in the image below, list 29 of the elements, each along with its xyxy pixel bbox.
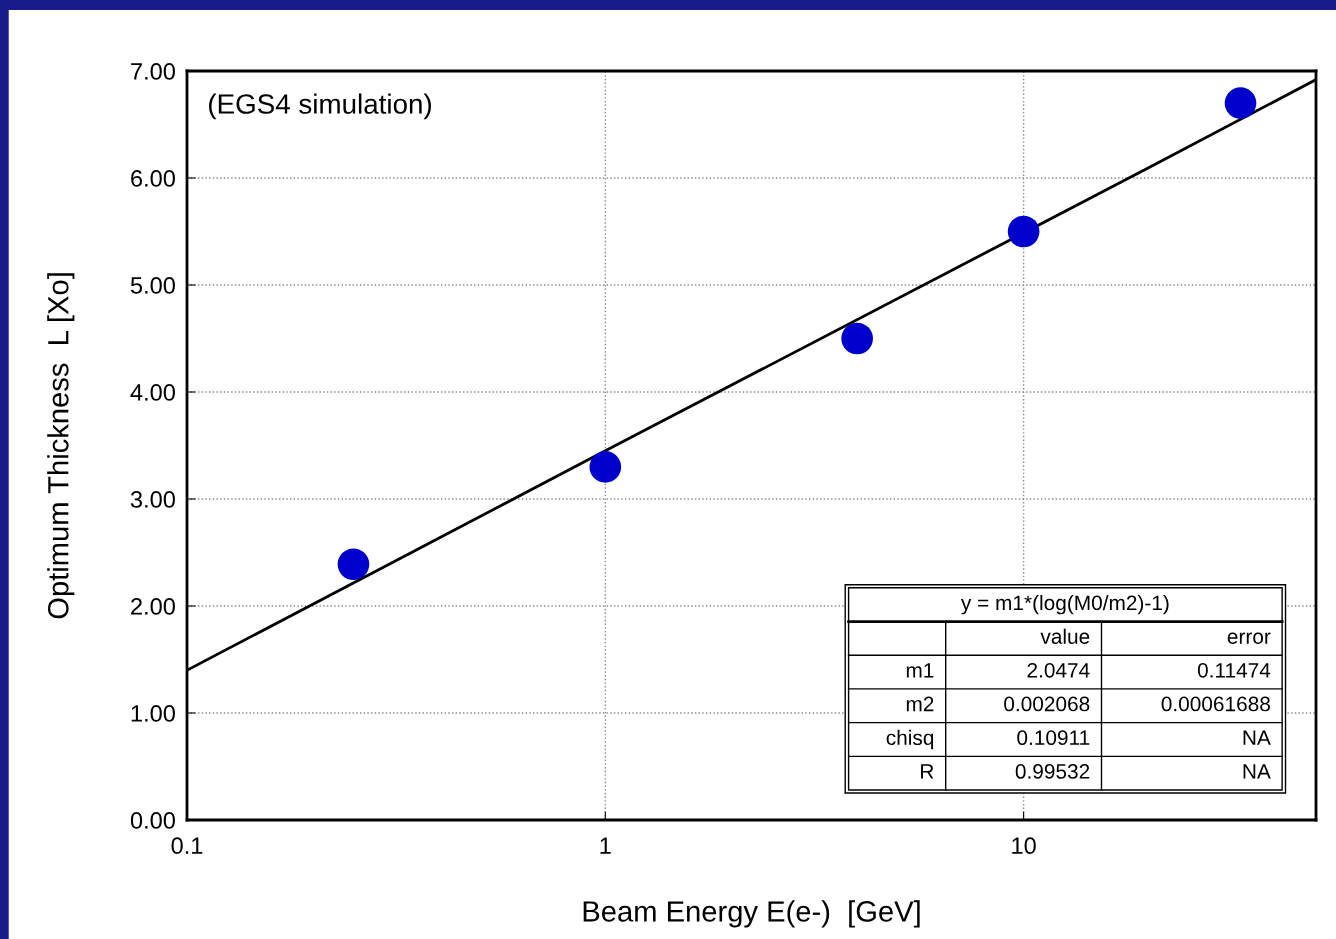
y-tick-label: 5.00	[130, 277, 175, 294]
annotation: error	[1227, 632, 1271, 644]
y-tick-label: 0.00	[130, 812, 175, 829]
annotation: value	[1040, 628, 1090, 644]
y-tick-label: 3.00	[130, 491, 175, 508]
annotation: 0.002068	[1004, 696, 1090, 712]
annotation: y = m1*(log(M0/m2)-1)	[960, 594, 1169, 615]
x-tick-label: 10	[1012, 837, 1036, 855]
annotation: 0.00061688	[1161, 696, 1270, 712]
annotation: m1	[906, 663, 934, 678]
annotation: 0.11474	[1197, 662, 1271, 678]
annotation: chisq	[886, 729, 934, 750]
y-tick-label: 2.00	[131, 598, 175, 615]
y-tick-label: 1.00	[131, 705, 175, 722]
y-axis-title: Optimum Thickness L [Xo]	[47, 273, 75, 619]
annotation: R	[921, 764, 934, 779]
annotation: 2.0474	[1027, 662, 1090, 678]
annotation: NA	[1243, 764, 1271, 779]
annotation: NA	[1243, 730, 1271, 745]
annotation: 0.99532	[1015, 764, 1090, 779]
x-tick-label: 0.1	[171, 837, 203, 855]
annotation: m2	[906, 696, 934, 712]
annotation: (EGS4 simulation)	[209, 93, 431, 120]
x-axis-title: Beam Energy E(e-) [GeV]	[583, 900, 920, 928]
y-tick-label: 4.00	[130, 384, 175, 401]
x-tick-label: 1	[600, 837, 611, 854]
y-tick-label: 7.00	[131, 63, 175, 80]
y-tick-label: 6.00	[131, 170, 175, 187]
annotation: 0.10911	[1017, 730, 1090, 746]
